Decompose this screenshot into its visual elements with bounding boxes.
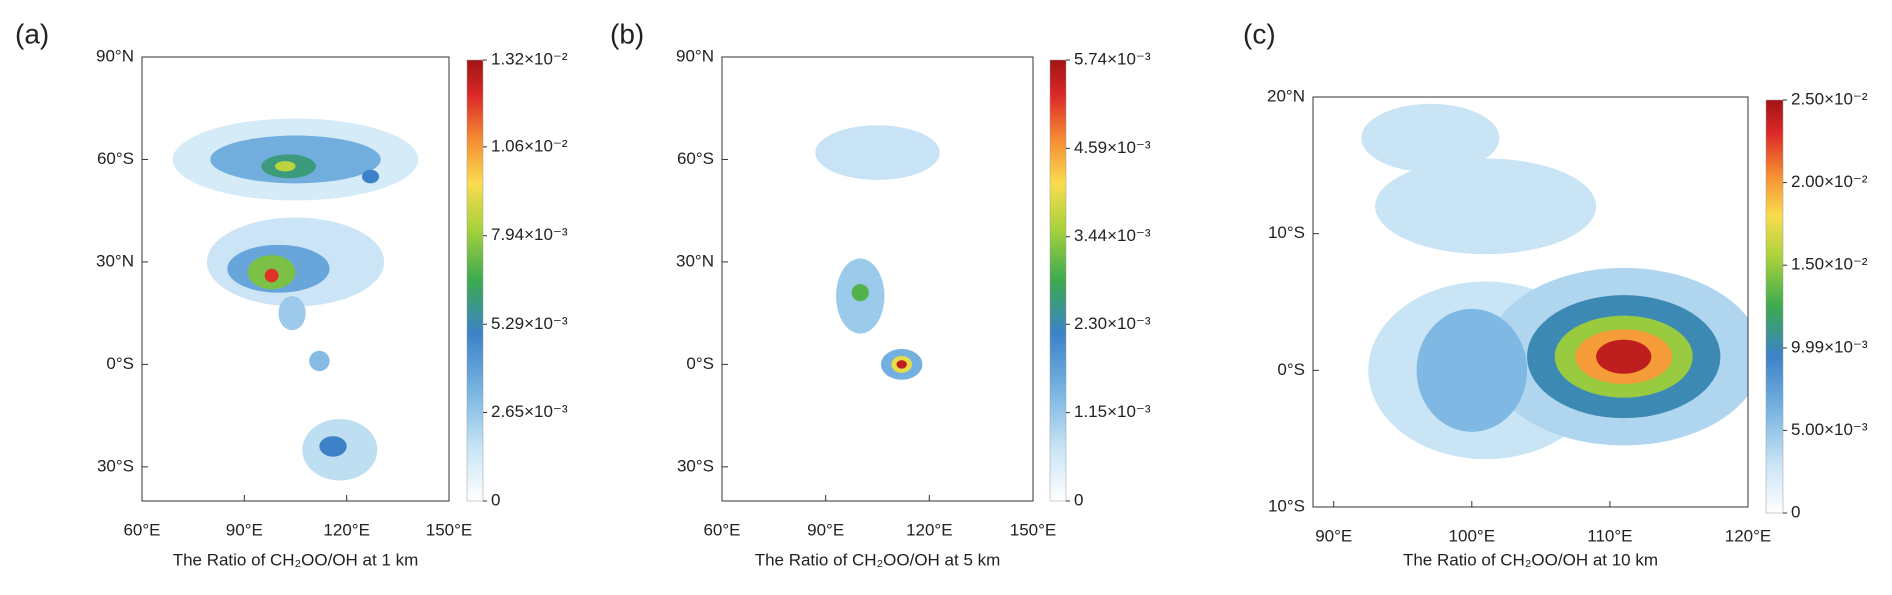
colorbar-label: 7.94×10⁻³ (491, 225, 568, 244)
colorbar-label: 4.59×10⁻³ (1074, 138, 1151, 157)
colorbar-label: 1.06×10⁻² (491, 136, 568, 155)
colorbar-label: 2.65×10⁻³ (491, 402, 568, 421)
colorbar (1049, 59, 1067, 502)
contour-region (1416, 308, 1528, 432)
colorbar-label: 3.44×10⁻³ (1074, 226, 1151, 245)
contour-region (278, 296, 306, 331)
colorbar-label: 5.29×10⁻³ (491, 314, 568, 333)
x-tick-label: 60°E (703, 520, 740, 539)
colorbar-label: 0 (1074, 490, 1083, 509)
panel-label: (a) (15, 18, 49, 49)
y-tick-label: 60°S (97, 149, 134, 168)
panel-label: (b) (610, 18, 644, 49)
colorbar-label: 0 (1791, 502, 1800, 521)
colorbar-label: 0 (491, 490, 500, 509)
x-tick-label: 120°E (323, 520, 370, 539)
colorbar (1765, 99, 1784, 514)
x-axis-label: The Ratio of CH₂OO/OH at 5 km (755, 550, 1001, 569)
contour-region (309, 350, 330, 372)
y-tick-label: 30°N (96, 251, 134, 270)
x-tick-label: 90°E (226, 520, 263, 539)
y-tick-label: 0°S (1277, 360, 1305, 379)
y-tick-label: 0°S (106, 354, 134, 373)
colorbar-label: 1.50×10⁻² (1791, 255, 1868, 274)
plot-area (142, 57, 449, 501)
contour-region (815, 125, 940, 180)
colorbar-label: 2.30×10⁻³ (1074, 314, 1151, 333)
x-tick-label: 120°E (906, 520, 953, 539)
contour-region (896, 360, 907, 369)
y-tick-label: 60°S (677, 149, 714, 168)
panel-label: (c) (1243, 18, 1276, 49)
x-tick-label: 150°E (426, 520, 473, 539)
y-tick-label: 90°N (676, 46, 714, 65)
y-tick-label: 10°S (1268, 496, 1305, 515)
colorbar-label: 5.74×10⁻³ (1074, 49, 1151, 68)
y-tick-label: 20°N (1267, 86, 1305, 105)
colorbar (466, 59, 484, 502)
x-tick-label: 90°E (1315, 526, 1352, 545)
plot-area (1313, 97, 1748, 507)
colorbar-label: 1.15×10⁻³ (1074, 402, 1151, 421)
contour-region (1375, 158, 1597, 255)
x-axis-label: The Ratio of CH₂OO/OH at 1 km (173, 550, 419, 569)
colorbar-label: 1.32×10⁻² (491, 49, 568, 68)
contour-region (362, 169, 380, 184)
colorbar-label: 9.99×10⁻³ (1791, 337, 1868, 356)
colorbar-label: 5.00×10⁻³ (1791, 420, 1868, 439)
contour-region (264, 268, 279, 283)
x-tick-label: 100°E (1449, 526, 1496, 545)
x-tick-label: 110°E (1587, 526, 1632, 545)
x-tick-label: 60°E (123, 520, 160, 539)
x-tick-label: 120°E (1725, 526, 1772, 545)
contour-region (1596, 339, 1652, 374)
y-tick-label: 30°N (676, 251, 714, 270)
contour-region (319, 436, 347, 457)
x-tick-label: 90°E (807, 520, 844, 539)
y-tick-label: 90°N (96, 46, 134, 65)
colorbar-label: 2.50×10⁻² (1791, 89, 1868, 108)
contour-region (851, 284, 869, 302)
x-tick-label: 150°E (1010, 520, 1057, 539)
colorbar-label: 2.00×10⁻² (1791, 172, 1868, 191)
plot-frame (141, 56, 450, 502)
x-axis-label: The Ratio of CH₂OO/OH at 10 km (1403, 550, 1658, 569)
y-tick-label: 30°S (97, 456, 134, 475)
plot-frame (721, 56, 1034, 502)
y-tick-label: 0°S (686, 354, 714, 373)
y-tick-label: 30°S (677, 456, 714, 475)
contour-region (275, 161, 296, 172)
contour-region (1361, 103, 1500, 173)
y-tick-label: 10°S (1268, 223, 1305, 242)
plot-area (722, 57, 1033, 501)
plot-frame (1312, 96, 1749, 508)
